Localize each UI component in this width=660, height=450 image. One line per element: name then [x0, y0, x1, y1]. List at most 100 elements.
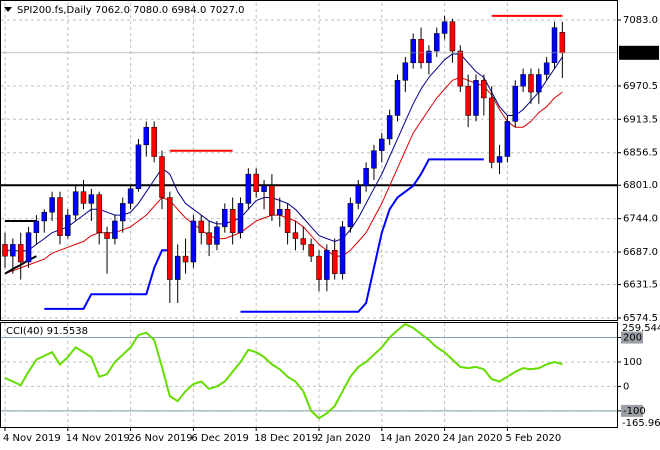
y-tick-label: 0 [623, 381, 629, 392]
last-price-label: 7027.0 [622, 48, 657, 59]
level-label-box [621, 331, 643, 344]
candle-body [300, 238, 307, 245]
level-label-box [621, 404, 643, 417]
candle-body [512, 85, 518, 122]
candle-body [331, 250, 338, 274]
candle-body [441, 21, 448, 34]
overlay-line [4, 76, 563, 275]
candle-body [198, 220, 204, 233]
candle-body [49, 197, 55, 213]
candle-body [355, 185, 361, 204]
candle-body [151, 126, 157, 157]
candle-body [25, 232, 32, 263]
candle-body [308, 244, 314, 257]
x-tick-label: 14 Jan 2020 [380, 433, 440, 444]
candle-body [520, 74, 526, 87]
y-tick-label: 100 [623, 357, 642, 368]
candle-body [167, 197, 173, 280]
candle-body [402, 62, 409, 81]
cci-panel [0, 322, 618, 428]
candle-body [536, 74, 542, 93]
candle-body [41, 211, 47, 222]
candle-body [292, 232, 299, 239]
x-tick-label: 18 Dec 2019 [254, 433, 318, 444]
candle-body [277, 209, 283, 216]
main-panel [0, 0, 618, 321]
candle-body [363, 167, 369, 187]
candle-body [269, 185, 275, 216]
candle-body [543, 62, 550, 75]
y-tick-label: 6913.5 [623, 114, 658, 125]
x-tick-label: 6 Dec 2019 [191, 433, 249, 444]
candle-body [551, 27, 558, 64]
candle-body [324, 250, 330, 280]
candle-body [120, 203, 126, 222]
x-tick-label: 14 Nov 2019 [66, 433, 130, 444]
candle-body [33, 220, 40, 233]
candle-body [253, 173, 259, 192]
candle-body [481, 80, 487, 99]
last-price-box [619, 45, 659, 60]
candle-body [379, 138, 385, 151]
x-tick-label: 4 Nov 2019 [3, 433, 61, 444]
candle-body [371, 150, 377, 169]
candle-body [127, 188, 134, 204]
indicator-title: CCI(40) 91.5538 [6, 326, 88, 337]
y-tick-label: 6856.5 [623, 148, 658, 159]
y-tick-label: 6631.5 [623, 280, 658, 291]
candle-body [17, 244, 24, 263]
y-range-label: -165.969 [622, 418, 660, 429]
candle-body [347, 203, 354, 228]
candle-body [135, 144, 142, 189]
candle-body [394, 80, 401, 116]
candle-body [504, 121, 511, 157]
collapse-arrow [4, 7, 12, 12]
candle-body [316, 255, 322, 280]
y-tick-label: 7083.0 [623, 15, 658, 26]
candle-body [410, 39, 416, 64]
y-tick-label: 6574.5 [623, 313, 658, 324]
y-tick-label: 6801.0 [623, 180, 658, 191]
candle-body [112, 220, 118, 239]
candle-body [496, 156, 503, 163]
y-tick-label: -100 [623, 406, 646, 417]
candle-body [457, 50, 464, 87]
candle-body [2, 244, 8, 257]
candle-body [528, 74, 534, 93]
candle-body [222, 209, 228, 228]
overlay-line [44, 249, 170, 310]
candle-body [473, 80, 479, 116]
candle-body [96, 194, 102, 233]
candle-body [284, 209, 291, 233]
candle-body [182, 255, 189, 263]
candle-body [434, 33, 440, 52]
candle-body [245, 173, 252, 204]
x-tick-label: 24 Jan 2020 [443, 433, 503, 444]
cci-line [4, 322, 563, 420]
y-tick-label: 6744.0 [623, 214, 658, 225]
y-tick-label: 6970.5 [623, 81, 658, 92]
candle-body [104, 232, 110, 239]
candle-body [159, 156, 165, 198]
x-tick-label: 26 Nov 2019 [129, 433, 193, 444]
candle-body [237, 203, 244, 233]
candle-body [386, 115, 393, 140]
x-tick-label: 2 Jan 2020 [317, 433, 371, 444]
candle-body [449, 21, 456, 52]
candle-body [190, 220, 197, 263]
candle-body [65, 214, 71, 236]
candle-body [206, 232, 212, 245]
candle-body [418, 39, 424, 64]
candle-body [229, 209, 236, 233]
candle-body [174, 255, 181, 280]
candle-body [261, 185, 267, 192]
candle-body [57, 197, 63, 236]
chart-title: SPI200.fs,Daily 7062.0 7080.0 6984.0 702… [17, 5, 244, 16]
candle-body [339, 226, 346, 274]
candle-body [10, 244, 16, 257]
candle-body [88, 194, 95, 204]
candle-body [488, 97, 495, 163]
candle-body [143, 126, 150, 146]
y-tick-label: 6687.0 [623, 247, 658, 258]
